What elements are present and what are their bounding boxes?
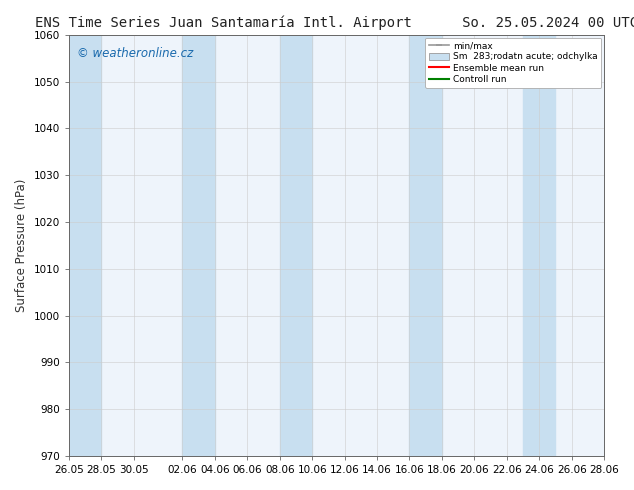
- Text: © weatheronline.cz: © weatheronline.cz: [77, 48, 193, 60]
- Bar: [410, 35, 442, 456]
- Legend: min/max, Sm  283;rodatn acute; odchylka, Ensemble mean run, Controll run: min/max, Sm 283;rodatn acute; odchylka, …: [425, 38, 602, 88]
- Bar: [280, 35, 312, 456]
- Y-axis label: Surface Pressure (hPa): Surface Pressure (hPa): [15, 179, 28, 312]
- Bar: [523, 35, 555, 456]
- Bar: [69, 35, 101, 456]
- Bar: [183, 35, 215, 456]
- Title: ENS Time Series Juan Santamaría Intl. Airport      So. 25.05.2024 00 UTC: ENS Time Series Juan Santamaría Intl. Ai…: [35, 15, 634, 29]
